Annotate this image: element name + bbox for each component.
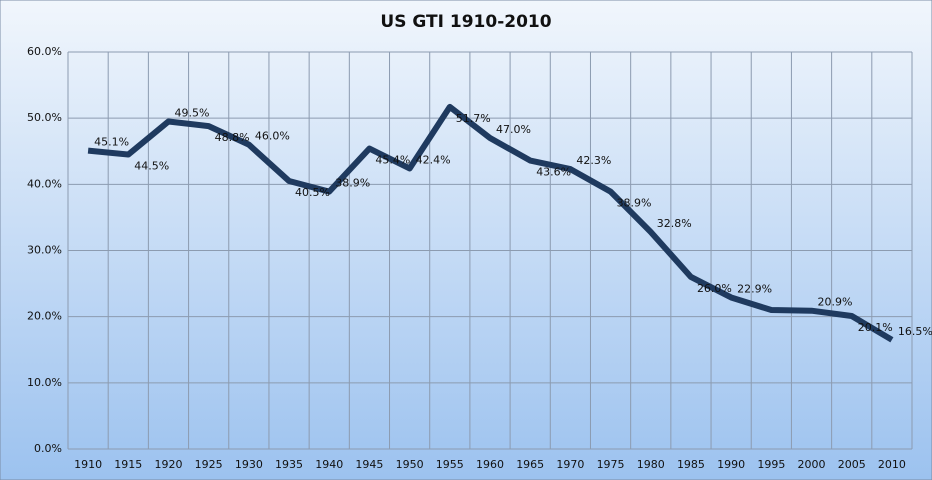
data-label: 38.9% bbox=[617, 197, 652, 210]
x-tick-label: 1935 bbox=[275, 458, 303, 471]
data-label: 46.0% bbox=[255, 130, 290, 143]
data-label: 48.8% bbox=[215, 131, 250, 144]
data-label: 38.9% bbox=[335, 177, 370, 190]
y-tick-label: 10.0% bbox=[27, 376, 62, 389]
x-tick-label: 1965 bbox=[516, 458, 544, 471]
x-tick-label: 1925 bbox=[195, 458, 223, 471]
data-label: 45.1% bbox=[94, 136, 129, 149]
x-tick-label: 1955 bbox=[436, 458, 464, 471]
data-label: 20.9% bbox=[818, 296, 853, 309]
data-label: 42.4% bbox=[416, 153, 451, 166]
x-tick-label: 2010 bbox=[878, 458, 906, 471]
data-line bbox=[87, 103, 894, 343]
y-tick-label: 60.0% bbox=[27, 45, 62, 58]
x-tick-label: 1980 bbox=[637, 458, 665, 471]
x-tick-label: 1920 bbox=[154, 458, 182, 471]
y-tick-label: 50.0% bbox=[27, 111, 62, 124]
data-label: 42.3% bbox=[576, 154, 611, 167]
x-tick-label: 2000 bbox=[798, 458, 826, 471]
x-tick-label: 1940 bbox=[315, 458, 343, 471]
x-tick-label: 1910 bbox=[74, 458, 102, 471]
data-label: 40.5% bbox=[295, 186, 330, 199]
data-label: 16.5% bbox=[898, 325, 932, 338]
data-label: 45.4% bbox=[375, 154, 410, 167]
x-tick-label: 1960 bbox=[476, 458, 504, 471]
x-tick-label: 1990 bbox=[717, 458, 745, 471]
x-tick-label: 1950 bbox=[396, 458, 424, 471]
x-tick-label: 1975 bbox=[597, 458, 625, 471]
data-label: 20.1% bbox=[858, 321, 893, 334]
x-tick-label: 1995 bbox=[757, 458, 785, 471]
x-tick-label: 1915 bbox=[114, 458, 142, 471]
x-tick-label: 1945 bbox=[355, 458, 383, 471]
y-tick-label: 0.0% bbox=[34, 442, 62, 455]
data-label: 44.5% bbox=[134, 160, 169, 173]
x-tick-label: 1930 bbox=[235, 458, 263, 471]
y-tick-label: 20.0% bbox=[27, 310, 62, 323]
data-label: 32.8% bbox=[657, 217, 692, 230]
chart-title: US GTI 1910-2010 bbox=[380, 12, 551, 32]
y-tick-label: 40.0% bbox=[27, 177, 62, 190]
data-label: 22.9% bbox=[737, 282, 772, 295]
data-label: 51.7% bbox=[456, 112, 491, 125]
x-tick-label: 2005 bbox=[838, 458, 866, 471]
y-tick-label: 30.0% bbox=[27, 244, 62, 257]
data-label: 26.0% bbox=[697, 282, 732, 295]
x-tick-label: 1970 bbox=[556, 458, 584, 471]
data-label: 49.5% bbox=[174, 106, 209, 119]
data-label: 43.6% bbox=[536, 166, 571, 179]
data-label: 47.0% bbox=[496, 123, 531, 136]
x-tick-label: 1985 bbox=[677, 458, 705, 471]
